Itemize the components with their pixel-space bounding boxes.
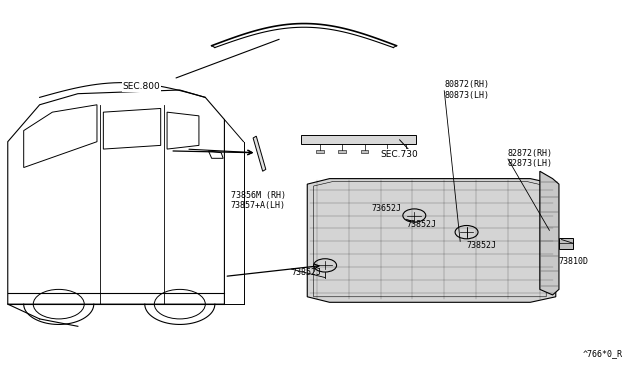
Text: 73852J: 73852J — [291, 268, 321, 277]
Text: SEC.730: SEC.730 — [381, 150, 419, 159]
Text: 73852J: 73852J — [406, 220, 436, 229]
Bar — [361, 150, 369, 153]
Bar — [339, 150, 346, 153]
Text: 80872(RH)
80873(LH): 80872(RH) 80873(LH) — [444, 80, 489, 100]
Bar — [559, 238, 573, 249]
Text: 73652J: 73652J — [371, 203, 401, 213]
Text: 73810D: 73810D — [559, 257, 589, 266]
Text: ^766*0_R: ^766*0_R — [582, 349, 623, 358]
Text: 73852J: 73852J — [467, 241, 497, 250]
Text: 73856M (RH)
73857+A(LH): 73856M (RH) 73857+A(LH) — [231, 191, 286, 211]
Text: 82872(RH)
82873(LH): 82872(RH) 82873(LH) — [508, 148, 553, 168]
Bar — [316, 150, 324, 153]
FancyBboxPatch shape — [301, 135, 415, 144]
Polygon shape — [307, 179, 556, 302]
Bar — [383, 150, 391, 153]
Bar — [402, 150, 410, 153]
Polygon shape — [253, 136, 266, 171]
Text: SEC.800: SEC.800 — [123, 82, 161, 91]
Polygon shape — [540, 171, 559, 295]
